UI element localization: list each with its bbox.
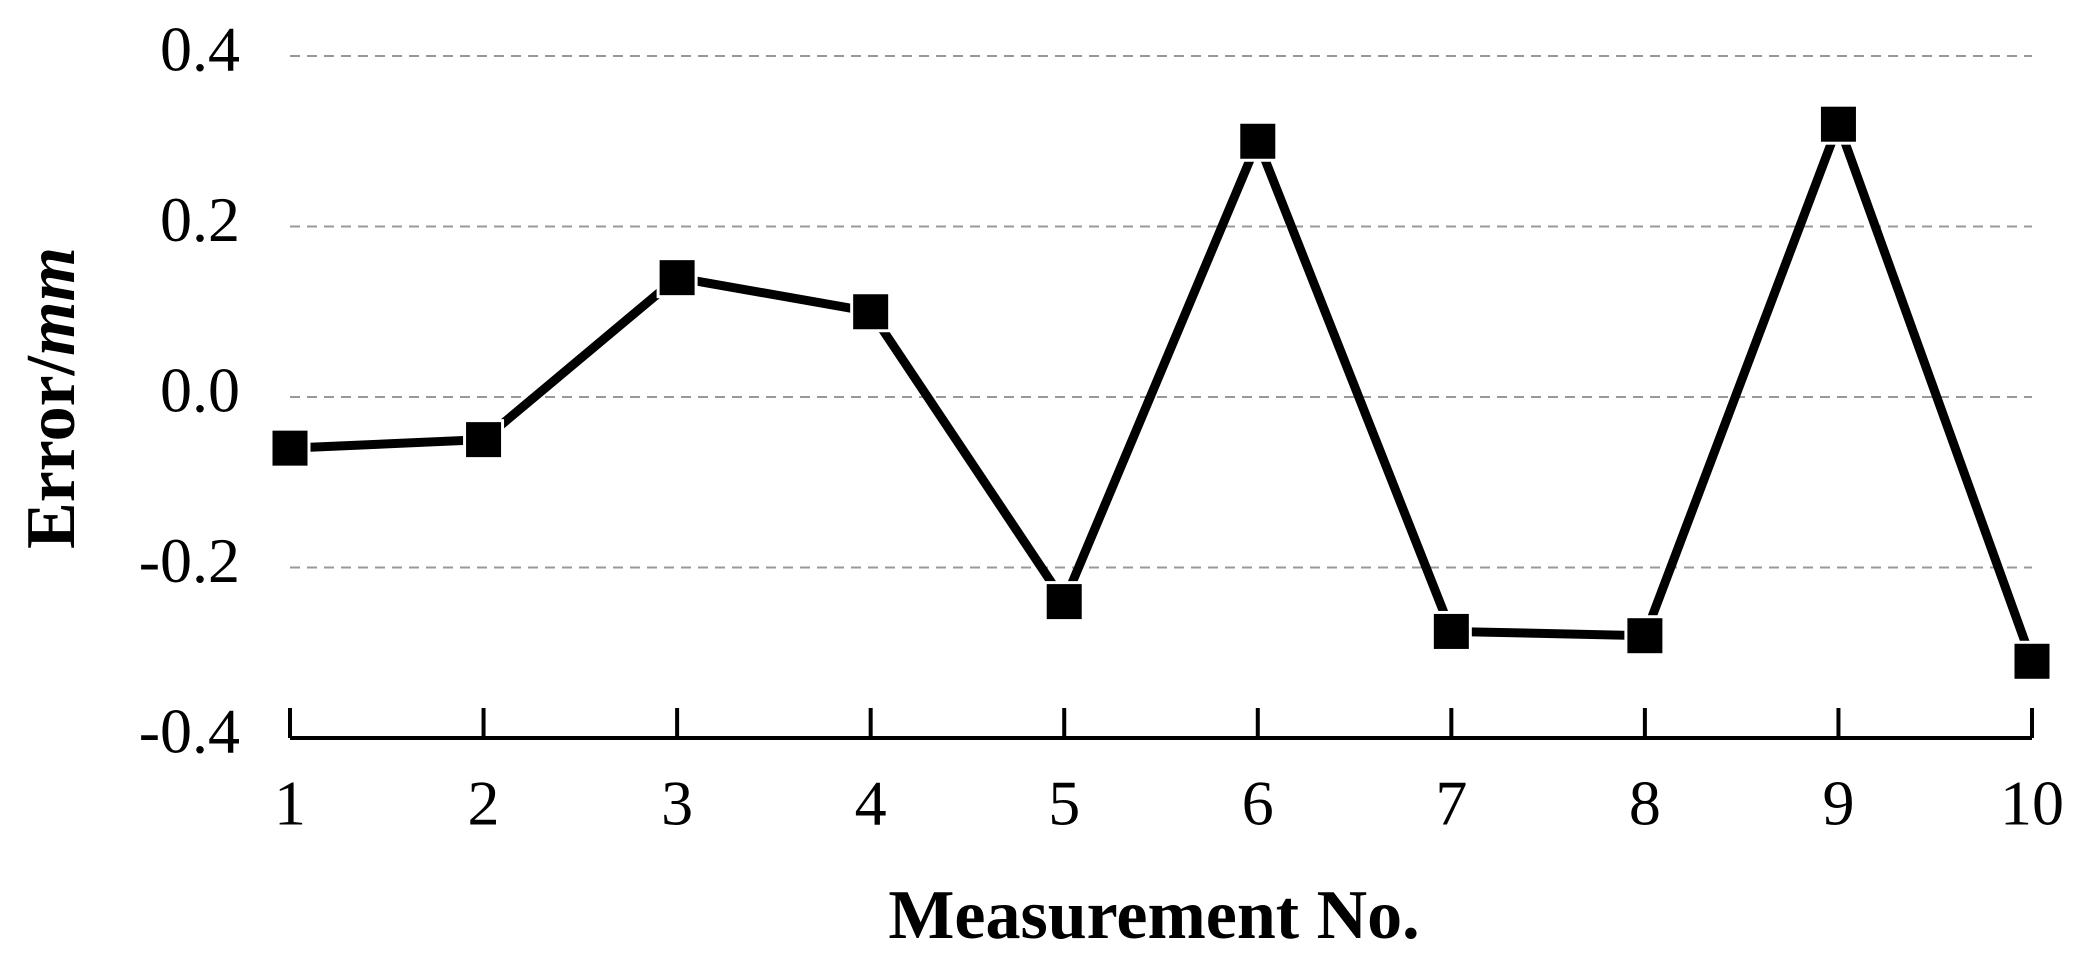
marker xyxy=(1237,120,1279,162)
marker xyxy=(2011,640,2053,682)
x-axis-title: Measurement No. xyxy=(888,877,1419,954)
marker xyxy=(269,427,311,469)
x-tick-label: 6 xyxy=(1242,768,1274,839)
y-tick-label: 0.0 xyxy=(160,355,240,426)
series-line xyxy=(289,111,2037,663)
y-tick-label: 0.2 xyxy=(160,184,240,255)
x-tick-label: 3 xyxy=(661,768,693,839)
x-tick-label: 4 xyxy=(855,768,887,839)
marker xyxy=(656,257,698,299)
x-tick-label: 5 xyxy=(1048,768,1080,839)
y-axis-title-text: Error/ xyxy=(13,354,90,549)
marker xyxy=(1430,610,1472,652)
x-tick-label: 9 xyxy=(1822,768,1854,839)
marker xyxy=(463,419,505,461)
x-tick-label: 1 xyxy=(274,768,306,839)
marker xyxy=(1624,615,1666,657)
x-tick-label: 7 xyxy=(1435,768,1467,839)
y-tick-label: -0.2 xyxy=(139,525,240,596)
marker xyxy=(1817,103,1859,145)
y-axis-title: Error/mm xyxy=(13,247,90,549)
marker xyxy=(1043,581,1085,623)
x-tick-label: 2 xyxy=(468,768,500,839)
x-tick-label: 10 xyxy=(2000,768,2064,839)
marker xyxy=(850,291,892,333)
y-tick-label: 0.4 xyxy=(160,14,240,85)
y-axis-unit: mm xyxy=(13,247,90,356)
x-tick-label: 8 xyxy=(1629,768,1661,839)
y-tick-label: -0.4 xyxy=(139,696,240,767)
